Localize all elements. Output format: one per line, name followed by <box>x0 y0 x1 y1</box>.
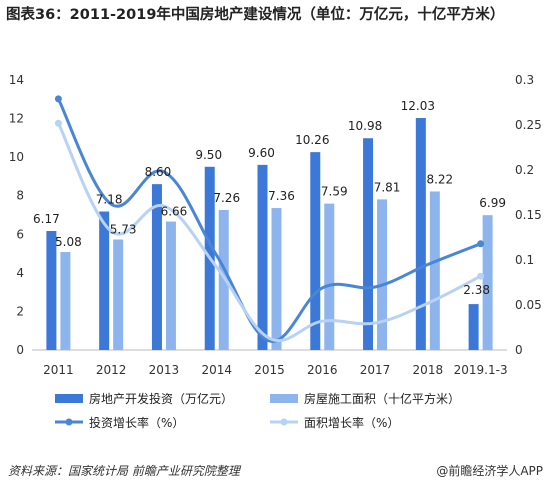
bar-investment <box>46 231 57 350</box>
y-left-tick-label: 2 <box>16 304 24 318</box>
y-left-tick-label: 6 <box>16 227 24 241</box>
line-investment-growth-point <box>54 95 62 103</box>
bar-investment-label: 2.38 <box>463 283 490 297</box>
bar-investment-label: 10.98 <box>348 119 382 133</box>
legend-label: 面积增长率（%） <box>304 415 399 430</box>
bar-floor-area <box>429 191 440 350</box>
bar-investment-label: 12.03 <box>401 99 435 113</box>
bar-floor-area <box>165 221 176 350</box>
bar-investment <box>99 211 110 350</box>
bar-floor-area <box>218 209 229 350</box>
bar-investment <box>363 138 374 350</box>
y-right-tick-label: 0.1 <box>515 253 534 267</box>
legend-label: 房地产开发投资（万亿元） <box>89 391 233 406</box>
bar-floor-area <box>482 215 493 350</box>
legend-swatch <box>55 394 83 403</box>
y-left-tick-label: 8 <box>16 189 24 203</box>
bar-floor-area-label: 6.99 <box>479 196 506 210</box>
y-left-tick-label: 10 <box>9 150 24 164</box>
x-tick-label: 2017 <box>360 363 391 377</box>
legend-marker <box>65 418 73 426</box>
line-area-growth-point <box>54 119 62 127</box>
bar-investment <box>415 117 426 350</box>
y-right-tick-label: 0.15 <box>515 208 542 222</box>
bar-investment-label: 7.18 <box>96 193 123 207</box>
bar-investment-label: 6.17 <box>33 212 60 226</box>
bar-floor-area-label: 7.59 <box>321 185 348 199</box>
y-right-tick-label: 0.2 <box>515 163 534 177</box>
bar-investment <box>468 304 479 350</box>
brand-credit: @前瞻经济学人APP <box>436 464 543 478</box>
x-tick-label: 2018 <box>413 363 444 377</box>
x-tick-label: 2012 <box>96 363 127 377</box>
y-right-tick-label: 0 <box>515 343 523 357</box>
y-right-tick-label: 0.3 <box>515 73 534 87</box>
y-left-tick-label: 14 <box>9 73 24 87</box>
legend-label: 投资增长率（%） <box>89 415 184 430</box>
bar-floor-area <box>113 239 124 350</box>
bar-floor-area-label: 6.66 <box>161 205 188 219</box>
x-tick-label: 2011 <box>43 363 74 377</box>
bar-floor-area <box>324 203 335 350</box>
bar-floor-area <box>60 252 71 350</box>
line-area-growth-point <box>477 272 485 280</box>
bar-floor-area-label: 5.08 <box>55 235 82 249</box>
bar-investment-label: 9.50 <box>195 148 222 162</box>
chart: 0 2 4 6 8 10 12 14 0 0.05 0.1 0.15 0.2 0.25 0.3 6.17 7.1… <box>9 73 542 430</box>
bar-investment <box>257 164 268 350</box>
y-left-tick-label: 0 <box>16 343 24 357</box>
line-area-growth <box>57 122 482 342</box>
bar-floor-area-label: 5.73 <box>110 222 137 236</box>
bar-investment <box>310 152 321 350</box>
x-tick-label: 2015 <box>254 363 285 377</box>
bar-investment-label: 9.60 <box>248 146 275 160</box>
bar-floor-area-label: 7.81 <box>374 180 401 194</box>
x-tick-label: 2014 <box>201 363 232 377</box>
legend-marker <box>280 418 288 426</box>
y-left-tick-label: 12 <box>9 112 24 126</box>
bar-investment-label: 10.26 <box>295 133 329 147</box>
bar-floor-area-label: 7.36 <box>268 189 295 203</box>
bar-floor-area-label: 8.22 <box>426 172 453 186</box>
x-tick-label: 2019.1-3 <box>454 363 508 377</box>
bar-floor-area-label: 7.26 <box>213 191 240 205</box>
x-tick-label: 2016 <box>307 363 338 377</box>
y-right-tick-label: 0.05 <box>515 298 542 312</box>
bar-investment <box>151 184 162 350</box>
bar-investment-label: 8.60 <box>145 165 172 179</box>
line-investment-growth-point <box>477 240 485 248</box>
x-tick-label: 2013 <box>149 363 180 377</box>
legend-swatch <box>270 394 298 403</box>
bar-floor-area <box>377 199 388 350</box>
legend-label: 房屋施工面积（十亿平方米） <box>304 391 460 406</box>
y-right-tick-label: 0.25 <box>515 118 542 132</box>
source-note: 资料来源：国家统计局 前瞻产业研究院整理 <box>8 464 240 478</box>
chart-title: 图表36：2011-2019年中国房地产建设情况（单位：万亿元，十亿平方米） <box>6 7 505 23</box>
bar-floor-area <box>271 208 282 350</box>
y-left-tick-label: 4 <box>16 266 24 280</box>
